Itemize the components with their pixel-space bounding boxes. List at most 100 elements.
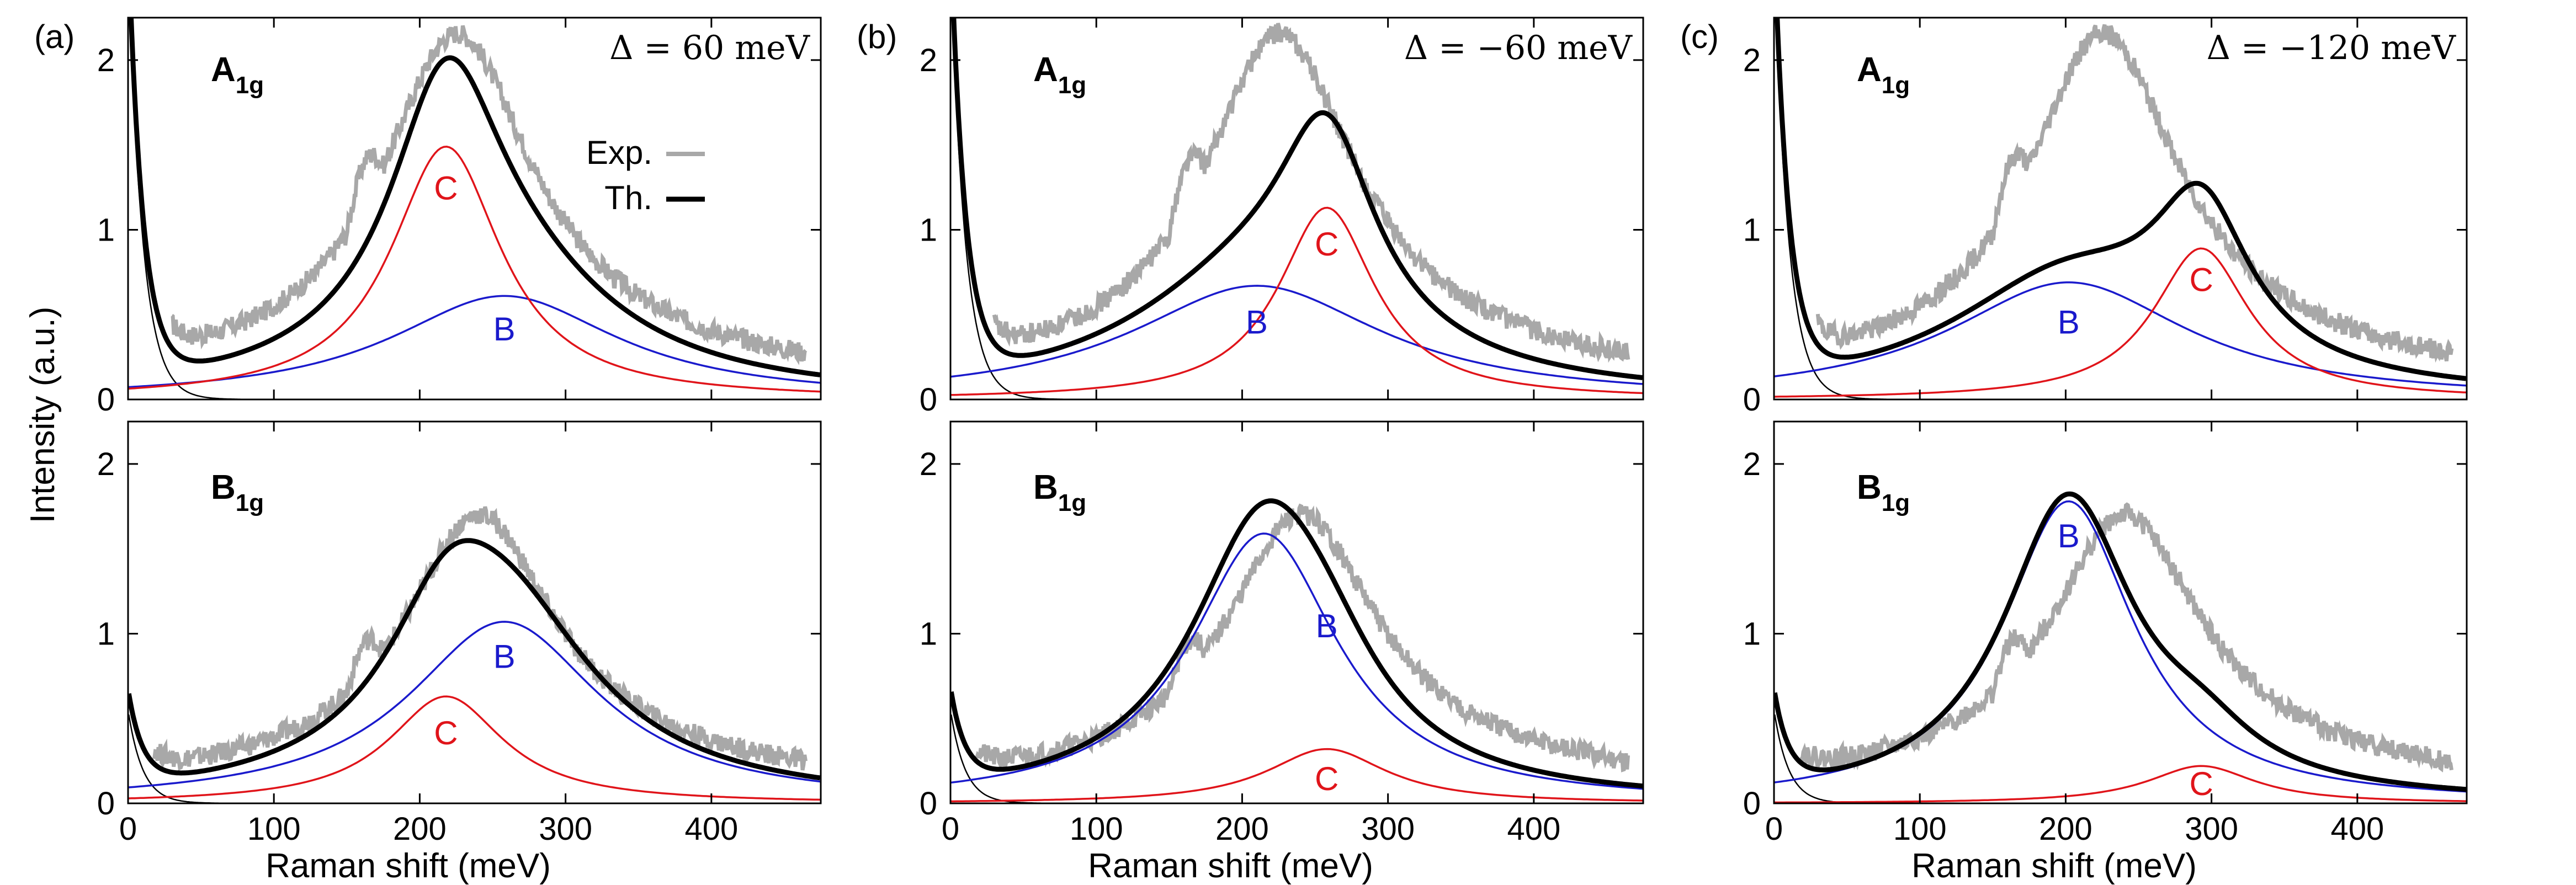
y-tick-label: 2	[97, 446, 115, 482]
mode-label: A1g	[1857, 51, 1910, 99]
exp-line	[1799, 502, 2453, 773]
component-label-c: C	[434, 715, 458, 751]
component-label-c: C	[1315, 226, 1339, 263]
x-axis-label: Raman shift (meV)	[1088, 847, 1373, 885]
c-component-line	[1775, 247, 2466, 398]
b-component-line	[951, 532, 1643, 790]
x-tick-label: 400	[684, 811, 738, 847]
panel-c-b1g: 0 100 200 300 400 0 1 2 Raman shift (meV) B1g C B	[1743, 420, 2468, 885]
c-component-line	[951, 206, 1643, 396]
theory-line	[951, 18, 1643, 380]
component-label-b: B	[1316, 607, 1338, 644]
delta-annotation: Δ = −60 meV	[1404, 29, 1633, 67]
x-tick-label: 300	[2185, 811, 2238, 847]
panel-c-a1g: 0 1 2 (c) A1g Δ = −120 meV C B	[1680, 17, 2468, 418]
mode-label: B1g	[1857, 468, 1910, 516]
exp-line	[992, 23, 1630, 363]
plot-frame	[1773, 17, 2468, 401]
exp-line	[1815, 24, 2454, 363]
mode-label: B1g	[211, 468, 264, 516]
panel-b-a1g: 0 1 2 (b) A1g Δ = −60 meV C B	[857, 17, 1644, 418]
b-component-line	[129, 621, 820, 788]
delta-annotation: Δ = −120 meV	[2207, 29, 2457, 67]
component-label-b: B	[493, 638, 516, 675]
x-tick-label: 100	[1893, 811, 1947, 847]
exp-line	[171, 25, 808, 365]
y-tick-label: 2	[920, 42, 937, 78]
mode-label: A1g	[1033, 51, 1086, 99]
x-tick-label: 0	[1765, 811, 1783, 847]
x-tick-label: 400	[1507, 811, 1560, 847]
component-label-b: B	[2058, 518, 2080, 555]
panel-letter: (a)	[34, 18, 75, 55]
component-label-c: C	[434, 170, 458, 207]
y-tick-label: 1	[1743, 212, 1761, 248]
x-tick-label: 200	[2039, 811, 2092, 847]
y-tick-label: 2	[920, 446, 937, 482]
y-tick-label: 1	[97, 616, 115, 652]
b-component-line	[1775, 281, 2466, 387]
plot-frame	[949, 17, 1644, 401]
plot-frame	[127, 420, 822, 804]
x-tick-label: 100	[1070, 811, 1123, 847]
component-label-c: C	[1315, 760, 1339, 797]
x-tick-label: 0	[119, 811, 137, 847]
y-tick-label: 1	[920, 212, 937, 248]
legend-exp-label: Exp.	[586, 134, 652, 171]
legend-th-label: Th.	[604, 179, 652, 216]
x-tick-label: 300	[539, 811, 592, 847]
theory-line	[1775, 18, 2467, 381]
plot-frame	[949, 420, 1644, 804]
y-tick-label: 0	[1743, 382, 1761, 418]
c-component-line	[129, 695, 820, 801]
component-label-b: B	[1246, 304, 1268, 341]
y-tick-label: 1	[97, 212, 115, 248]
theory-line	[128, 538, 821, 781]
y-tick-label: 0	[920, 786, 937, 822]
plot-frame	[127, 17, 822, 401]
c-component-line	[1775, 765, 2466, 803]
panel-letter: (c)	[1680, 18, 1719, 55]
x-tick-label: 300	[1361, 811, 1415, 847]
exp-line	[152, 506, 808, 771]
y-tick-label: 0	[97, 786, 115, 822]
plot-frame	[1773, 420, 2468, 804]
y-tick-label: 0	[97, 382, 115, 418]
x-tick-label: 100	[247, 811, 301, 847]
mode-label: A1g	[211, 51, 264, 99]
panel-letter: (b)	[857, 18, 897, 55]
y-tick-label: 0	[920, 382, 937, 418]
y-axis-label: Intensity (a.u.)	[24, 307, 62, 524]
theory-line	[1774, 491, 2467, 792]
component-label-b: B	[2058, 304, 2080, 341]
b-component-line	[129, 295, 820, 388]
c-component-line	[951, 748, 1643, 803]
x-axis-label: Raman shift (meV)	[265, 847, 551, 885]
y-tick-label: 2	[97, 42, 115, 78]
x-tick-label: 0	[942, 811, 959, 847]
y-tick-label: 2	[1743, 42, 1761, 78]
delta-annotation: Δ = 60 meV	[609, 29, 811, 67]
b-component-line	[951, 285, 1643, 385]
exp-line	[975, 503, 1630, 772]
y-tick-label: 0	[1743, 786, 1761, 822]
x-tick-label: 200	[393, 811, 447, 847]
x-axis-label: Raman shift (meV)	[1911, 847, 2197, 885]
x-tick-label: 400	[2330, 811, 2384, 847]
x-tick-label: 200	[1215, 811, 1269, 847]
component-label-c: C	[2189, 765, 2213, 802]
y-tick-label: 1	[1743, 616, 1761, 652]
y-tick-label: 2	[1743, 446, 1761, 482]
panel-b-b1g: 0 100 200 300 400 0 1 2 Raman shift (meV) B1g C B	[920, 420, 1644, 885]
panel-a-b1g: 0 100 200 300 400 0 1 2 Raman shift (meV) B1g C B	[97, 420, 822, 885]
panels: 0 1 2 (a) A1g Δ = 60 meV C B Exp. Th. 0 1 2 (b) A1g Δ =…	[34, 17, 2468, 885]
theory-line	[950, 498, 1643, 789]
component-label-b: B	[493, 311, 516, 348]
mode-label: B1g	[1033, 468, 1086, 516]
y-tick-label: 1	[920, 616, 937, 652]
panel-a-a1g: 0 1 2 (a) A1g Δ = 60 meV C B Exp. Th.	[34, 17, 822, 418]
c-component-line	[129, 146, 820, 393]
theory-line	[129, 18, 821, 377]
component-label-c: C	[2189, 262, 2213, 298]
